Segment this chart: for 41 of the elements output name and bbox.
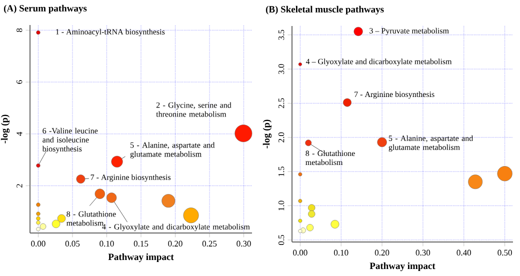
- x-axis-title: Pathway impact: [370, 262, 436, 272]
- y-tick-label: 4: [16, 132, 22, 136]
- y-tick-label: 3.5: [278, 30, 284, 40]
- chart-title: (B) Skeletal muscle pathways: [266, 6, 384, 14]
- x-tick-label: 0.00: [31, 240, 46, 247]
- x-tick-label: 0.10: [334, 250, 348, 256]
- y-tick-label: 2.5: [278, 98, 284, 108]
- y-axis-title: -log (p): [0, 114, 10, 144]
- x-tick-label: 0.15: [134, 240, 148, 247]
- y-axis-title: -log (p): [262, 120, 272, 148]
- y-tick-label: 2.0: [278, 132, 284, 142]
- x-axis-title: Pathway impact: [108, 253, 174, 262]
- x-tick-label: 0.25: [202, 240, 217, 247]
- x-tick-label: 0.00: [293, 250, 308, 256]
- y-tick-label: 1.0: [278, 200, 284, 210]
- y-tick-label: 3.0: [278, 64, 284, 74]
- annotation: 4 – Glyoxylate and dicarboxylate metabolism: [306, 58, 452, 66]
- x-tick-label: 0.20: [168, 240, 182, 247]
- annotation: 4 - Glyoxylate and dicarboxylate metabolism: [102, 224, 250, 232]
- x-tick-label: 0.30: [416, 250, 430, 256]
- annotation: 7 - Arginine biosynthesis: [90, 174, 171, 182]
- annotation: 6 -Valine leucine and isoleucine biosynthesis: [42, 128, 98, 154]
- y-tick-label: 8: [16, 28, 22, 32]
- y-tick-label: 0.5: [278, 234, 284, 245]
- x-tick-label: 0.20: [374, 250, 390, 256]
- annotation: 8 - Glutathione metabolism: [306, 150, 355, 166]
- annotation: 5 - Alanine, aspartate and glutamate metabolism: [130, 142, 215, 158]
- x-tick-label: 0.40: [456, 250, 471, 256]
- annotation: 1 - Aminoacyl-tRNA biosynthesis: [56, 28, 165, 36]
- annotation: 5 - Alanine, aspartate and glutamate metabolism: [388, 135, 473, 152]
- x-tick-label: 0.10: [100, 240, 114, 247]
- annotation: 7 - Arginine biosynthesis: [354, 91, 434, 99]
- y-tick-label: 1.5: [278, 166, 284, 176]
- y-tick-label: 2: [16, 184, 22, 188]
- x-tick-label: 0.05: [65, 240, 80, 247]
- annotation: 2 - Glycine, serine and threonine metabolism: [156, 102, 232, 117]
- y-tick-label: 6: [16, 80, 22, 84]
- x-tick-label: 0.30: [236, 240, 251, 247]
- chart-title: (A) Serum pathways: [4, 4, 87, 14]
- x-tick-label: 0.50: [498, 250, 512, 256]
- annotation: 3 – Pyruvate metabolism: [370, 28, 449, 36]
